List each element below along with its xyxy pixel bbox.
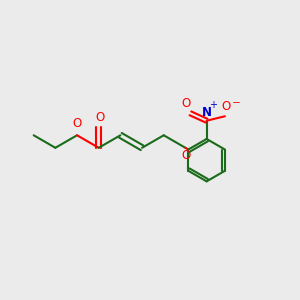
Text: +: + xyxy=(209,100,217,110)
Text: O: O xyxy=(95,111,104,124)
Text: O: O xyxy=(182,98,190,110)
Text: O: O xyxy=(182,149,190,162)
Text: N: N xyxy=(202,106,212,119)
Text: O: O xyxy=(222,100,231,113)
Text: O: O xyxy=(72,117,82,130)
Text: −: − xyxy=(232,98,240,108)
